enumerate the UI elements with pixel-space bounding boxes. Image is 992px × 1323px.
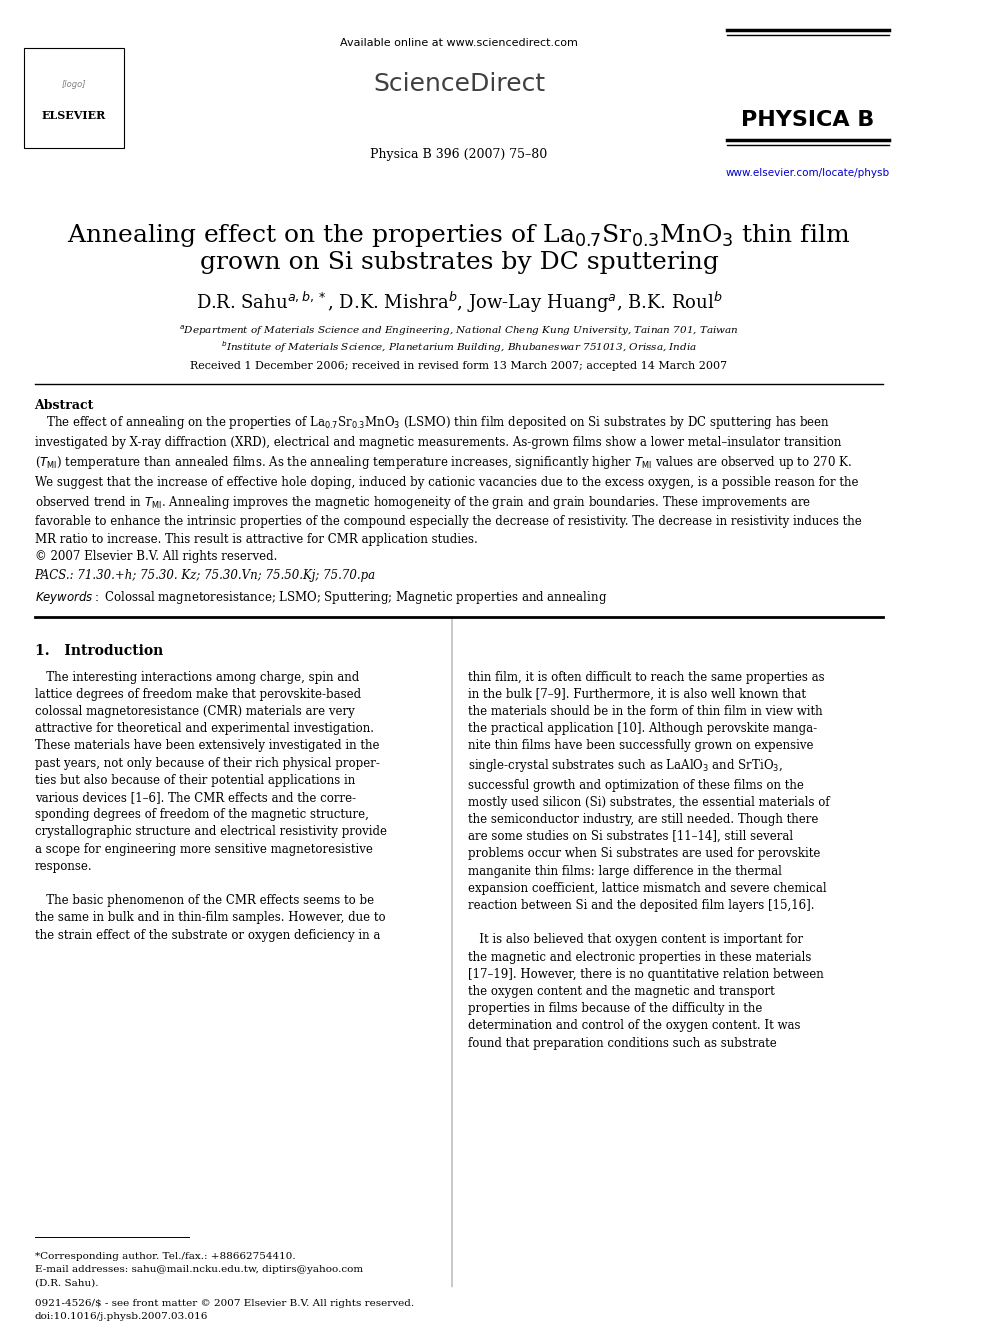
Text: D.R. Sahu$^{a,b,*}$, D.K. Mishra$^{b}$, Jow-Lay Huang$^{a}$, B.K. Roul$^{b}$: D.R. Sahu$^{a,b,*}$, D.K. Mishra$^{b}$, …	[195, 290, 722, 315]
Text: www.elsevier.com/locate/physb: www.elsevier.com/locate/physb	[726, 168, 890, 177]
Text: Received 1 December 2006; received in revised form 13 March 2007; accepted 14 Ma: Received 1 December 2006; received in re…	[190, 361, 727, 372]
Text: PHYSICA B: PHYSICA B	[741, 110, 875, 130]
Text: $^b$Institute of Materials Science, Planetarium Building, Bhubaneswar 751013, Or: $^b$Institute of Materials Science, Plan…	[221, 339, 697, 355]
Text: Physica B 396 (2007) 75–80: Physica B 396 (2007) 75–80	[370, 148, 548, 160]
Text: The effect of annealing on the properties of La$_{0.7}$Sr$_{0.3}$MnO$_3$ (LSMO) : The effect of annealing on the propertie…	[35, 414, 861, 564]
Text: 0921-4526/$ - see front matter © 2007 Elsevier B.V. All rights reserved.: 0921-4526/$ - see front matter © 2007 El…	[35, 1299, 414, 1308]
Text: [logo]: [logo]	[62, 79, 86, 89]
Text: Annealing effect on the properties of La$_{0.7}$Sr$_{0.3}$MnO$_3$ thin film: Annealing effect on the properties of La…	[67, 221, 850, 249]
Text: Available online at www.sciencedirect.com: Available online at www.sciencedirect.co…	[340, 38, 578, 48]
Text: grown on Si substrates by DC sputtering: grown on Si substrates by DC sputtering	[199, 251, 718, 274]
Text: E-mail addresses: sahu@mail.ncku.edu.tw, diptirs@yahoo.com: E-mail addresses: sahu@mail.ncku.edu.tw,…	[35, 1265, 363, 1274]
Text: ScienceDirect: ScienceDirect	[373, 71, 545, 95]
Text: PACS.: 71.30.+h; 75.30. Kz; 75.30.Vn; 75.50.Kj; 75.70.pa: PACS.: 71.30.+h; 75.30. Kz; 75.30.Vn; 75…	[35, 569, 376, 582]
Text: *Corresponding author. Tel./fax.: +88662754410.: *Corresponding author. Tel./fax.: +88662…	[35, 1253, 296, 1261]
Text: ELSEVIER: ELSEVIER	[42, 110, 106, 120]
Text: The interesting interactions among charge, spin and
lattice degrees of freedom m: The interesting interactions among charg…	[35, 671, 387, 942]
Text: doi:10.1016/j.physb.2007.03.016: doi:10.1016/j.physb.2007.03.016	[35, 1312, 208, 1322]
Text: thin film, it is often difficult to reach the same properties as
in the bulk [7–: thin film, it is often difficult to reac…	[468, 671, 829, 1049]
Text: 1.   Introduction: 1. Introduction	[35, 643, 163, 658]
Text: (D.R. Sahu).: (D.R. Sahu).	[35, 1278, 98, 1287]
Text: Abstract: Abstract	[35, 400, 94, 413]
Text: $^a$Department of Materials Science and Engineering, National Cheng Kung Univers: $^a$Department of Materials Science and …	[180, 323, 739, 337]
Text: $\it{Keywords:}$ Colossal magnetoresistance; LSMO; Sputtering; Magnetic properti: $\it{Keywords:}$ Colossal magnetoresista…	[35, 589, 607, 606]
